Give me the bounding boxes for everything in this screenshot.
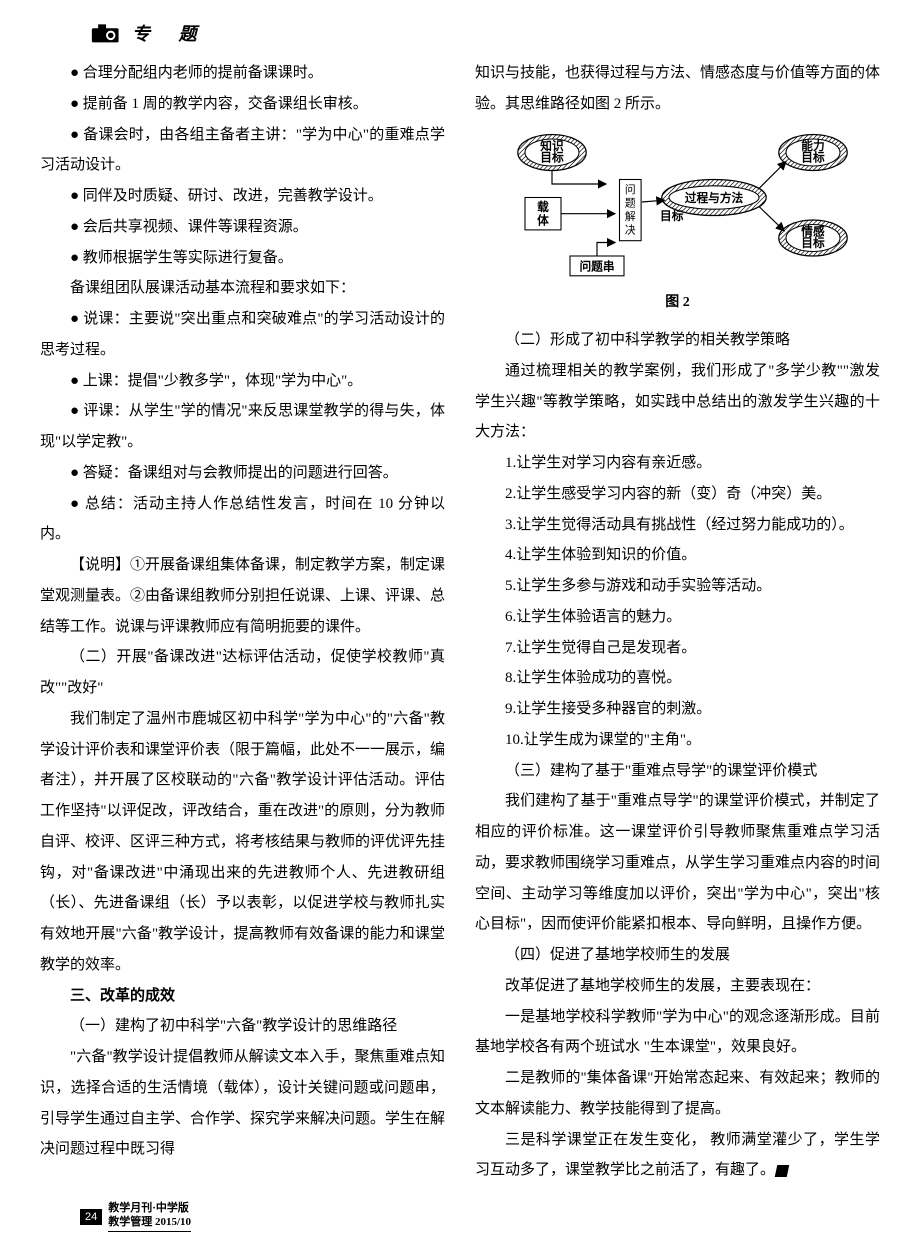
list-item: 2.让学生感受学习内容的新（变）奇（冲突）美。: [475, 479, 880, 510]
diagram-node: 目标: [540, 150, 564, 164]
list-item: 7.让学生觉得自己是发现者。: [475, 633, 880, 664]
body-text: 我们建构了基于"重难点导学"的课堂评价模式，并制定了相应的评价标准。这一课堂评价…: [475, 786, 880, 940]
camera-icon: [90, 22, 122, 44]
diagram-node: 过程与方法: [684, 191, 743, 205]
body-text: 三是科学课堂正在发生变化， 教师满堂灌少了，学生学习互动多了，课堂教学比之前活了…: [475, 1125, 880, 1187]
journal-name: 教学月刊·中学版: [108, 1202, 189, 1214]
bullet-item: ● 备课会时，由各组主备者主讲："学为中心"的重难点学习活动设计。: [40, 120, 445, 182]
section-heading: 三、改革的成效: [40, 981, 445, 1012]
bullet-item: ● 总结：活动主持人作总结性发言，时间在 10 分钟以内。: [40, 489, 445, 551]
body-text-span: 三是科学课堂正在发生变化， 教师满堂灌少了，学生学习互动多了，课堂教学比之前活了…: [475, 1132, 880, 1179]
left-column: ● 合理分配组内老师的提前备课课时。 ● 提前备 1 周的教学内容，交备课组长审…: [40, 58, 445, 1186]
body-text: "六备"教学设计提倡教师从解读文本入手，聚焦重难点知识，选择合适的生活情境（载体…: [40, 1042, 445, 1165]
bullet-item: ● 说课：主要说"突出重点和突破难点"的学习活动设计的思考过程。: [40, 304, 445, 366]
diagram-node: 体: [537, 213, 549, 227]
subsection-heading: （二）开展"备课改进"达标评估活动，促使学校教师"真改""改好": [40, 642, 445, 704]
content-columns: ● 合理分配组内老师的提前备课课时。 ● 提前备 1 周的教学内容，交备课组长审…: [40, 58, 880, 1186]
journal-issue: 教学管理 2015/10: [108, 1216, 191, 1228]
header-title: 专 题: [132, 20, 209, 46]
diagram-node: 决: [624, 224, 635, 236]
diagram-node: 解: [624, 210, 635, 223]
subsection-heading: （二）形成了初中科学教学的相关教学策略: [475, 325, 880, 356]
page-header: 专 题: [90, 20, 880, 46]
diagram-node: 载: [537, 200, 549, 214]
list-item: 9.让学生接受多种器官的刺激。: [475, 694, 880, 725]
body-text: 知识与技能，也获得过程与方法、情感态度与价值等方面的体验。其思维路径如图 2 所…: [475, 58, 880, 120]
figure-2-diagram: 知识 目标 载 体 问题串 问 题 解 决 过程与方法 目标 能力 目标: [498, 130, 858, 283]
right-column: 知识与技能，也获得过程与方法、情感态度与价值等方面的体验。其思维路径如图 2 所…: [475, 58, 880, 1186]
body-text: 我们制定了温州市鹿城区初中科学"学为中心"的"六备"教学设计评价表和课堂评价表（…: [40, 704, 445, 981]
list-item: 6.让学生体验语言的魅力。: [475, 602, 880, 633]
diagram-node: 题: [624, 197, 635, 209]
journal-issue-text: 教学管理 2015/10: [108, 1216, 191, 1228]
page-number: 24: [80, 1209, 102, 1225]
bullet-item: ● 会后共享视频、课件等课程资源。: [40, 212, 445, 243]
bullet-item: ● 合理分配组内老师的提前备课课时。: [40, 58, 445, 89]
list-item: 8.让学生体验成功的喜悦。: [475, 663, 880, 694]
bullet-item: ● 同伴及时质疑、研讨、改进，完善教学设计。: [40, 181, 445, 212]
diagram-node: 目标: [801, 236, 825, 250]
diagram-node: 目标: [660, 209, 684, 223]
body-text: 备课组团队展课活动基本流程和要求如下：: [40, 273, 445, 304]
bullet-item: ● 提前备 1 周的教学内容，交备课组长审核。: [40, 89, 445, 120]
subsection-heading: （四）促进了基地学校师生的发展: [475, 940, 880, 971]
list-item: 1.让学生对学习内容有亲近感。: [475, 448, 880, 479]
footer-text: 教学月刊·中学版 教学管理 2015/10: [108, 1202, 191, 1232]
bullet-item: ● 教师根据学生等实际进行复备。: [40, 243, 445, 274]
list-item: 10.让学生成为课堂的"主角"。: [475, 725, 880, 756]
diagram-node: 问: [624, 183, 635, 196]
note-text: 【说明】①开展备课组集体备课，制定教学方案，制定课堂观测量表。②由备课组教师分别…: [40, 550, 445, 642]
page-footer: 24 教学月刊·中学版 教学管理 2015/10: [80, 1202, 880, 1232]
list-item: 3.让学生觉得活动具有挑战性（经过努力能成功的）。: [475, 510, 880, 541]
body-text: 通过梳理相关的教学案例，我们形成了"多学少教""激发学生兴趣"等教学策略，如实践…: [475, 356, 880, 448]
body-text: 改革促进了基地学校师生的发展，主要表现在：: [475, 971, 880, 1002]
figure-caption: 图 2: [475, 289, 880, 318]
subsection-heading: （一）建构了初中科学"六备"教学设计的思维路径: [40, 1011, 445, 1042]
body-text: 一是基地学校科学教师"学为中心"的观念逐渐形成。目前基地学校各有两个班试水 "生…: [475, 1002, 880, 1064]
bullet-item: ● 上课：提倡"少教多学"，体现"学为中心"。: [40, 366, 445, 397]
subsection-heading: （三）建构了基于"重难点导学"的课堂评价模式: [475, 756, 880, 787]
body-text: 二是教师的"集体备课"开始常态起来、有效起来；教师的文本解读能力、教学技能得到了…: [475, 1063, 880, 1125]
list-item: 4.让学生体验到知识的价值。: [475, 540, 880, 571]
end-mark-icon: [775, 1165, 790, 1177]
bullet-item: ● 答疑：备课组对与会教师提出的问题进行回答。: [40, 458, 445, 489]
diagram-node: 问题串: [579, 259, 614, 273]
diagram-node: 目标: [801, 150, 825, 164]
list-item: 5.让学生多参与游戏和动手实验等活动。: [475, 571, 880, 602]
bullet-item: ● 评课：从学生"学的情况"来反思课堂教学的得与失，体现"以学定教"。: [40, 396, 445, 458]
